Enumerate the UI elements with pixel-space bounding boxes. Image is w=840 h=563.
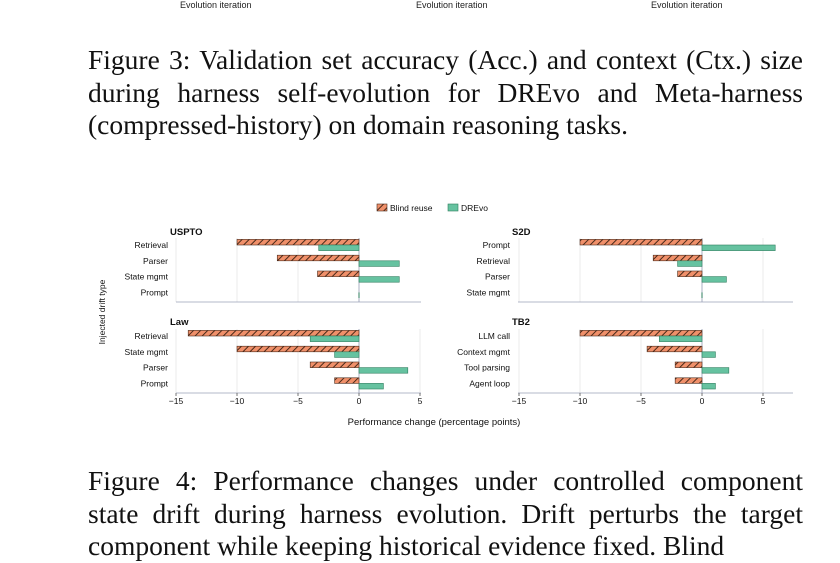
bar-drevo — [677, 260, 703, 267]
category-label: Prompt — [141, 287, 169, 297]
bar-blind-reuse — [674, 377, 703, 384]
legend-label-blind-reuse: Blind reuse — [390, 203, 433, 213]
bar-blind-reuse — [309, 361, 360, 368]
bar-drevo — [701, 383, 716, 390]
bar-drevo — [701, 367, 730, 374]
bar-blind-reuse — [674, 361, 703, 368]
bar-drevo — [309, 335, 360, 342]
category-label: State mgmt — [125, 272, 169, 282]
bar-blind-reuse — [334, 377, 360, 384]
x-tick-label: −15 — [169, 396, 184, 406]
bar-drevo — [358, 276, 400, 283]
bar-drevo — [358, 260, 400, 267]
category-label: Prompt — [483, 240, 511, 250]
bar-drevo — [318, 244, 360, 251]
category-label: LLM call — [478, 331, 510, 341]
category-label: Retrieval — [134, 240, 168, 250]
x-tick-label: 5 — [761, 396, 766, 406]
legend-swatch-blind-reuse — [376, 203, 388, 212]
top-axis-label-1: Evolution iteration — [180, 0, 252, 10]
bar-drevo — [658, 335, 703, 342]
category-label: Parser — [143, 363, 168, 373]
x-tick-label: −15 — [512, 396, 527, 406]
bar-blind-reuse — [276, 254, 360, 262]
x-tick-label: −5 — [293, 396, 303, 406]
bar-drevo — [334, 351, 360, 358]
x-tick-label: −5 — [636, 396, 646, 406]
panel-title: TB2 — [512, 317, 530, 328]
category-label: Context mgmt — [457, 347, 511, 357]
x-tick-label: 0 — [357, 396, 362, 406]
panel-title: USPTO — [170, 227, 203, 238]
category-label: Retrieval — [476, 256, 510, 266]
bar-drevo — [701, 276, 727, 283]
bar-drevo — [701, 292, 703, 298]
bar-drevo — [701, 244, 776, 251]
panel-title: S2D — [512, 227, 531, 238]
category-label: Prompt — [141, 378, 169, 388]
legend-swatch-drevo — [447, 203, 459, 212]
bar-blind-reuse — [317, 270, 360, 277]
bar-drevo — [358, 367, 409, 374]
top-axis-label-3: Evolution iteration — [651, 0, 723, 10]
bar-blind-reuse — [236, 345, 360, 353]
figure-4-caption: Figure 4: Performance changes under cont… — [88, 465, 803, 561]
x-tick-label: 5 — [418, 396, 423, 406]
category-label: Parser — [143, 256, 168, 266]
bar-drevo — [358, 292, 360, 298]
category-label: Retrieval — [134, 331, 168, 341]
bar-blind-reuse — [579, 239, 703, 246]
top-axis-label-2: Evolution iteration — [416, 0, 488, 10]
x-tick-label: −10 — [230, 396, 245, 406]
category-label: Agent loop — [469, 378, 510, 388]
category-label: State mgmt — [125, 347, 169, 357]
bar-blind-reuse — [652, 254, 703, 262]
x-tick-label: 0 — [700, 396, 705, 406]
bar-drevo — [358, 383, 384, 390]
bar-blind-reuse — [236, 239, 360, 246]
bar-drevo — [701, 351, 716, 358]
bar-blind-reuse — [187, 330, 360, 337]
category-label: Parser — [485, 272, 510, 282]
bar-blind-reuse — [579, 330, 703, 337]
bar-blind-reuse — [646, 345, 703, 353]
panel-title: Law — [170, 317, 189, 328]
bar-blind-reuse — [677, 270, 703, 277]
category-label: Tool parsing — [464, 363, 510, 373]
y-axis-title: Injected drift type — [97, 279, 107, 344]
x-tick-label: −10 — [573, 396, 588, 406]
x-axis-title: Performance change (percentage points) — [348, 417, 521, 428]
legend-label-drevo: DREvo — [461, 203, 488, 213]
category-label: State mgmt — [467, 287, 511, 297]
figure-3-caption: Figure 3: Validation set accuracy (Acc.)… — [88, 44, 803, 140]
